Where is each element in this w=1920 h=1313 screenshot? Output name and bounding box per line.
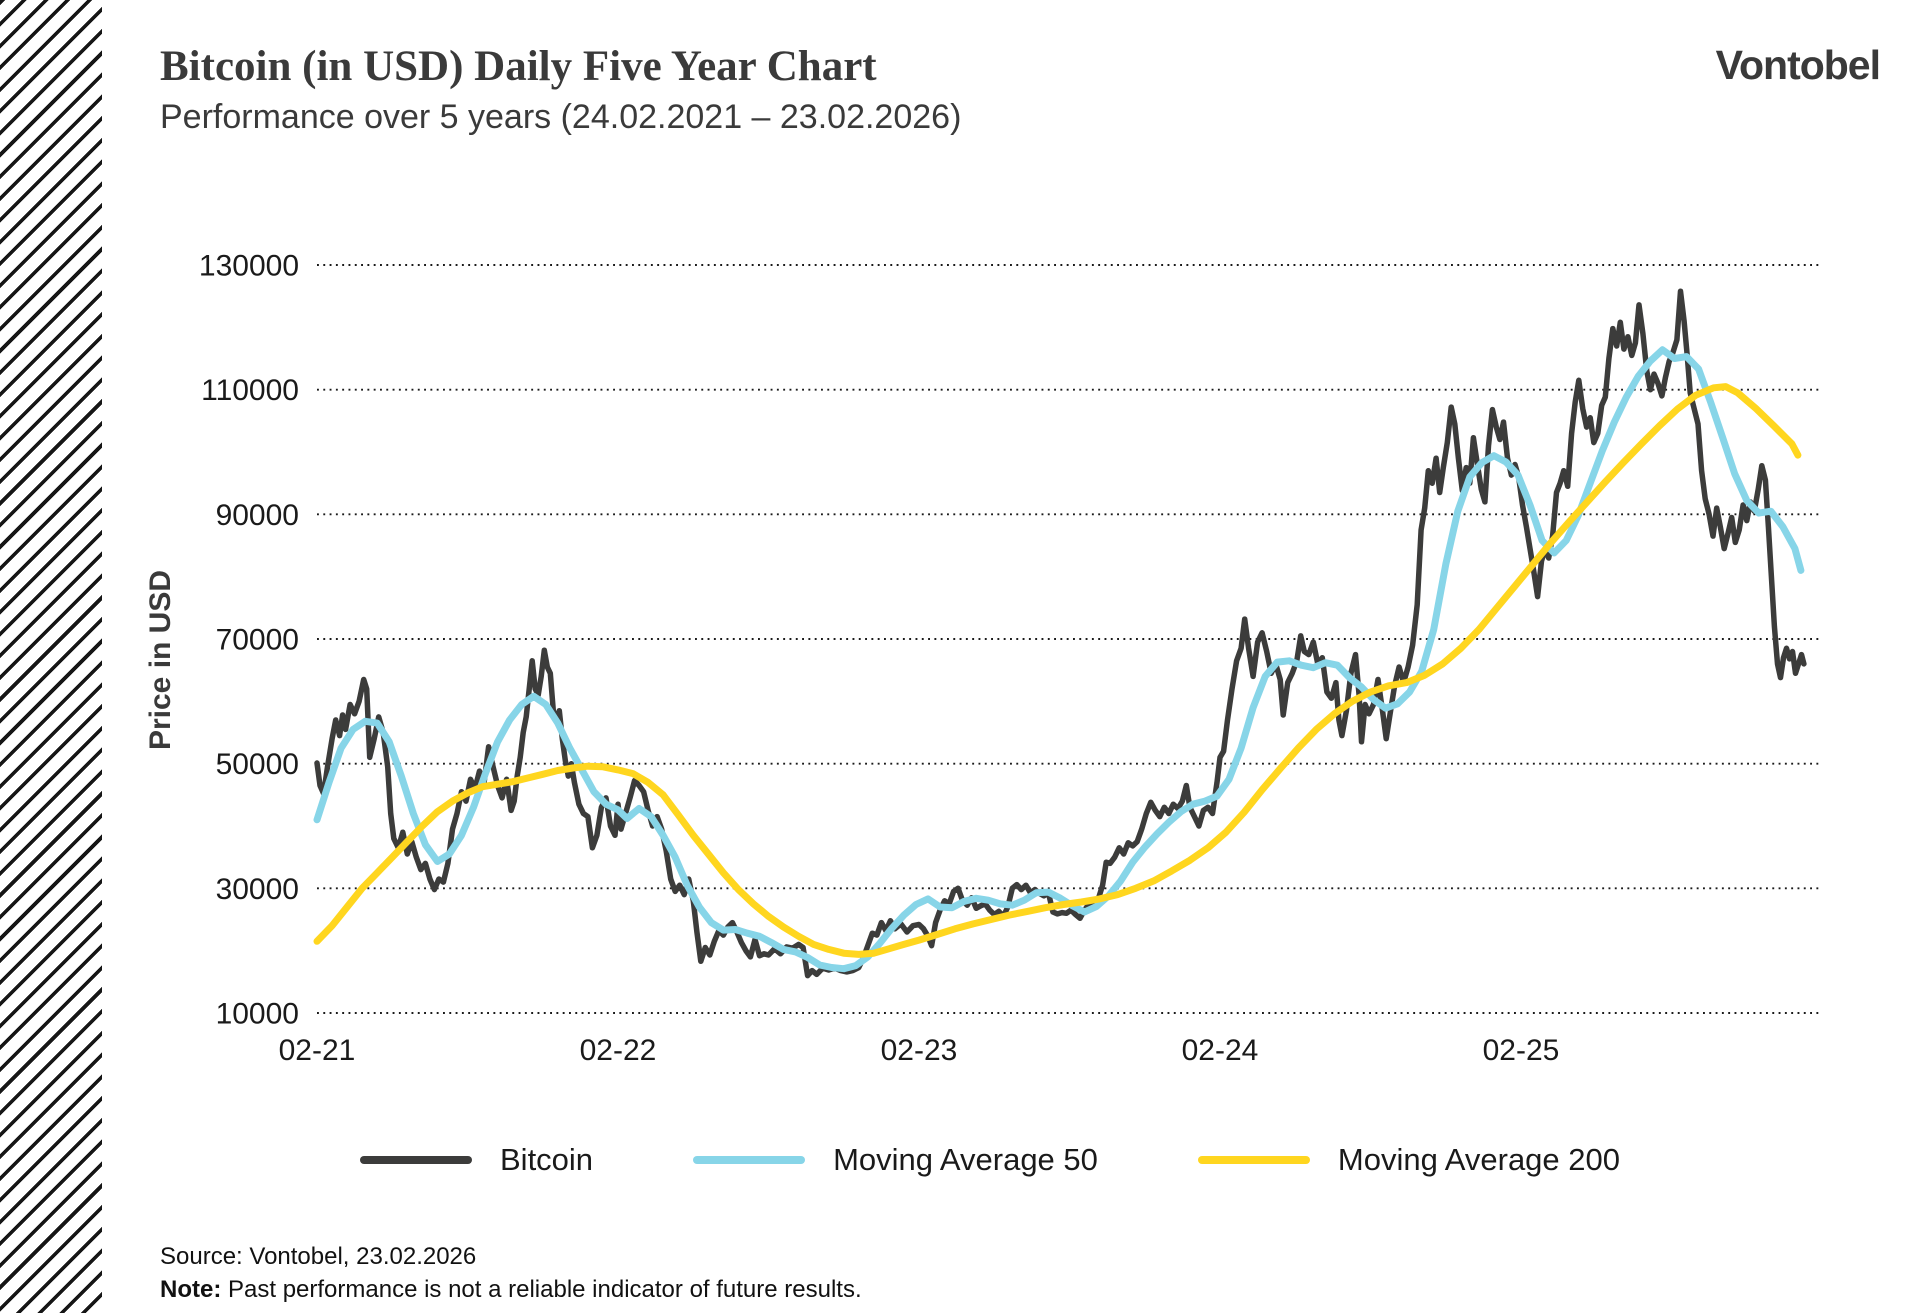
bitcoin-line-swatch (360, 1156, 472, 1164)
y-tick-label: 130000 (199, 250, 299, 283)
ma200-line-swatch (1197, 1156, 1310, 1164)
x-tick-label: 02-21 (279, 1034, 356, 1067)
legend-label-ma50: Moving Average 50 (833, 1142, 1098, 1177)
series-line-2 (313, 383, 1802, 958)
source-text: Source: Vontobel, 23.02.2026 (160, 1243, 477, 1270)
header: Bitcoin (in USD) Daily Five Year Chart P… (160, 43, 962, 137)
x-tick-label: 02-22 (580, 1034, 657, 1067)
page-title: Bitcoin (in USD) Daily Five Year Chart (160, 43, 877, 90)
chart-legend: Bitcoin Moving Average 50 Moving Average… (360, 1142, 1620, 1178)
y-tick-label: 70000 (216, 624, 299, 657)
series-line-0 (314, 288, 1807, 979)
y-tick-label: 30000 (216, 873, 299, 906)
y-tick-label: 50000 (216, 748, 299, 781)
vontobel-logo: Vontobel (1715, 42, 1881, 88)
x-tick-label: 02-25 (1483, 1034, 1560, 1067)
decorative-hatch-band (0, 0, 102, 1313)
note-label: Note: (160, 1276, 222, 1303)
x-tick-label: 02-24 (1182, 1034, 1259, 1067)
legend-item-bitcoin: Bitcoin (360, 1142, 593, 1178)
y-tick-label: 10000 (216, 998, 299, 1031)
y-tick-label: 110000 (201, 374, 299, 407)
legend-item-ma50: Moving Average 50 (693, 1142, 1098, 1178)
x-tick-label: 02-23 (881, 1034, 958, 1067)
page-subtitle: Performance over 5 years (24.02.2021 – 2… (160, 98, 962, 137)
legend-label-ma200: Moving Average 200 (1337, 1142, 1620, 1177)
legend-label-bitcoin: Bitcoin (500, 1142, 594, 1177)
note-text: Note: Past performance is not a reliable… (160, 1276, 862, 1303)
ma50-line-swatch (693, 1156, 806, 1164)
legend-item-ma200: Moving Average 200 (1197, 1142, 1620, 1178)
y-tick-label: 90000 (216, 499, 299, 532)
footer: Source: Vontobel, 23.02.2026 Note: Past … (160, 1240, 862, 1306)
y-axis-label: Price in USD (144, 570, 177, 750)
series-line-1 (313, 346, 1805, 973)
